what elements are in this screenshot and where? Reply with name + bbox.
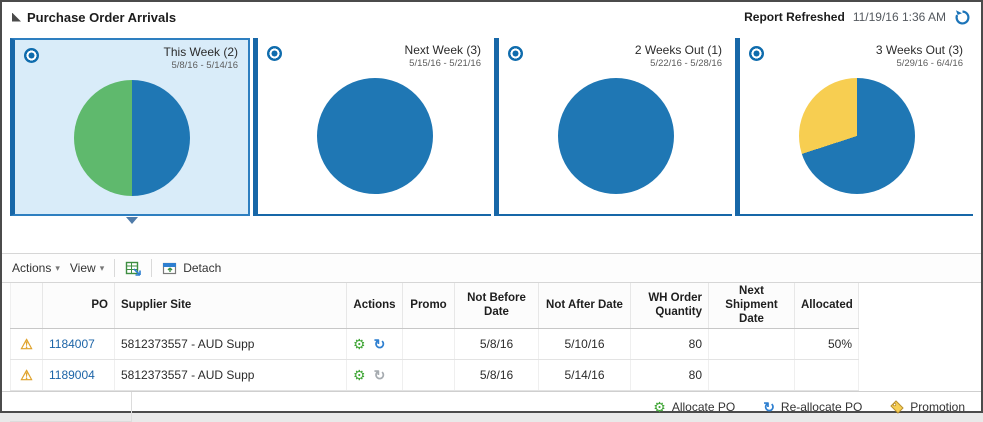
actions-menu[interactable]: Actions ▾ — [12, 261, 60, 275]
allocated-cell: 50% — [794, 328, 859, 361]
allocate-po-icon[interactable]: ⚙ — [353, 335, 366, 352]
reallocate-icon: ↻ — [763, 398, 775, 415]
legend-reallocate-label: Re-allocate PO — [780, 400, 863, 415]
export-to-excel-button[interactable] — [125, 260, 142, 276]
purchase-orders-table: PO Supplier Site Actions Promo Not Befor… — [10, 283, 859, 392]
column-header-promo[interactable]: Promo — [402, 283, 455, 330]
wh-order-quantity-cell: 80 — [630, 328, 709, 361]
allocated-cell — [794, 359, 859, 392]
toolbar-separator — [114, 259, 116, 277]
legend-allocate-po: ⚙ Allocate PO — [653, 399, 735, 416]
legend-allocate-label: Allocate PO — [671, 400, 736, 415]
target-bullseye-icon — [749, 46, 764, 61]
page-title: Purchase Order Arrivals — [27, 9, 177, 25]
selected-card-marker-row — [2, 216, 981, 227]
po-link[interactable]: 1189004 — [49, 368, 95, 383]
icon-legend: ⚙ Allocate PO ↻ Re-allocate PO Promotion — [653, 399, 965, 416]
next-shipment-date-cell — [708, 359, 795, 392]
detach-window-icon — [163, 262, 177, 275]
promo-cell — [402, 359, 455, 392]
card-title: 2 Weeks Out (1) — [634, 43, 722, 57]
column-header-actions[interactable]: Actions — [346, 283, 403, 330]
supplier-site-cell: 5812373557 - AUD Supp — [114, 328, 347, 361]
detach-button[interactable]: Detach — [162, 260, 221, 276]
next-shipment-date-cell — [708, 328, 795, 361]
card-title: 3 Weeks Out (3) — [875, 43, 963, 57]
legend-promotion-label: Promotion — [910, 400, 965, 415]
card-this-week[interactable]: This Week (2) 5/8/16 - 5/14/16 — [10, 38, 250, 216]
column-header-supplier-site[interactable]: Supplier Site — [114, 283, 347, 330]
chevron-down-icon: ▾ — [99, 262, 105, 273]
toolbar-separator — [151, 259, 153, 277]
column-header-allocated[interactable]: Allocated — [794, 283, 859, 330]
table-header-row: PO Supplier Site Actions Promo Not Befor… — [10, 283, 859, 330]
pie-chart-3-weeks-out — [798, 77, 915, 194]
column-header-po[interactable]: PO — [42, 283, 115, 330]
column-header-not-before-date[interactable]: Not Before Date — [454, 283, 539, 330]
collapse-disclosure-icon[interactable] — [12, 12, 21, 22]
column-header-row-status — [10, 283, 43, 330]
report-refreshed-label: Report Refreshed — [744, 10, 845, 24]
column-header-not-after-date[interactable]: Not After Date — [538, 283, 631, 330]
card-title: Next Week (3) — [404, 43, 481, 57]
reallocate-icon[interactable]: ↻ — [373, 366, 386, 383]
export-spreadsheet-icon — [126, 261, 142, 276]
actions-menu-label: Actions — [12, 261, 52, 275]
promotion-tag-icon — [890, 400, 905, 415]
arrival-week-cards: This Week (2) 5/8/16 - 5/14/16 Next Week… — [2, 32, 981, 216]
target-bullseye-icon — [267, 46, 282, 61]
view-menu-label: View — [69, 261, 96, 275]
card-3-weeks-out[interactable]: 3 Weeks Out (3) 5/29/16 - 6/4/16 — [735, 38, 973, 216]
not-after-date-cell: 5/10/16 — [538, 328, 631, 361]
promo-cell — [402, 328, 455, 361]
reallocate-icon[interactable]: ↻ — [373, 335, 386, 352]
table-row[interactable]: ⚠ 1189004 5812373557 - AUD Supp ⚙ ↻ 5/8/… — [10, 359, 859, 392]
card-2-weeks-out[interactable]: 2 Weeks Out (1) 5/22/16 - 5/28/16 — [494, 38, 732, 216]
detach-label: Detach — [183, 261, 222, 275]
card-next-week[interactable]: Next Week (3) 5/15/16 - 5/21/16 — [253, 38, 491, 216]
supplier-site-cell: 5812373557 - AUD Supp — [114, 359, 347, 392]
target-bullseye-icon — [508, 46, 523, 61]
footer-row-header-stub — [10, 392, 132, 422]
allocate-po-icon[interactable]: ⚙ — [353, 366, 366, 383]
chevron-down-icon: ▾ — [55, 262, 60, 273]
card-date-range: 5/29/16 - 6/4/16 — [896, 58, 963, 69]
pie-chart-2-weeks-out — [557, 77, 674, 194]
refresh-icon[interactable] — [954, 9, 971, 26]
card-date-range: 5/8/16 - 5/14/16 — [171, 60, 238, 71]
column-header-next-shipment-date[interactable]: Next Shipment Date — [708, 283, 795, 330]
selected-card-marker-icon — [126, 217, 138, 224]
panel-header: Purchase Order Arrivals Report Refreshed… — [2, 2, 981, 32]
legend-reallocate-po: ↻ Re-allocate PO — [763, 399, 862, 416]
not-before-date-cell: 5/8/16 — [454, 328, 539, 361]
warning-icon: ⚠ — [20, 366, 33, 383]
table-footer: ⚙ Allocate PO ↻ Re-allocate PO Promotion — [2, 391, 981, 422]
warning-icon: ⚠ — [20, 335, 33, 352]
table-row[interactable]: ⚠ 1184007 5812373557 - AUD Supp ⚙ ↻ 5/8/… — [10, 328, 859, 361]
target-bullseye-icon — [24, 48, 39, 63]
gear-icon: ⚙ — [653, 398, 666, 415]
view-menu[interactable]: View ▾ — [70, 261, 104, 275]
card-date-range: 5/15/16 - 5/21/16 — [409, 58, 481, 69]
not-before-date-cell: 5/8/16 — [454, 359, 539, 392]
pie-chart-next-week — [316, 77, 433, 194]
not-after-date-cell: 5/14/16 — [538, 359, 631, 392]
pie-chart-this-week — [73, 79, 190, 196]
column-header-wh-order-quantity[interactable]: WH Order Quantity — [630, 283, 709, 330]
wh-order-quantity-cell: 80 — [630, 359, 709, 392]
report-refreshed-time: 11/19/16 1:36 AM — [852, 10, 946, 24]
table-toolbar: Actions ▾ View ▾ Detach — [2, 253, 981, 283]
po-link[interactable]: 1184007 — [49, 337, 95, 352]
legend-promotion: Promotion — [890, 400, 965, 414]
card-title: This Week (2) — [163, 45, 238, 59]
card-date-range: 5/22/16 - 5/28/16 — [650, 58, 722, 69]
